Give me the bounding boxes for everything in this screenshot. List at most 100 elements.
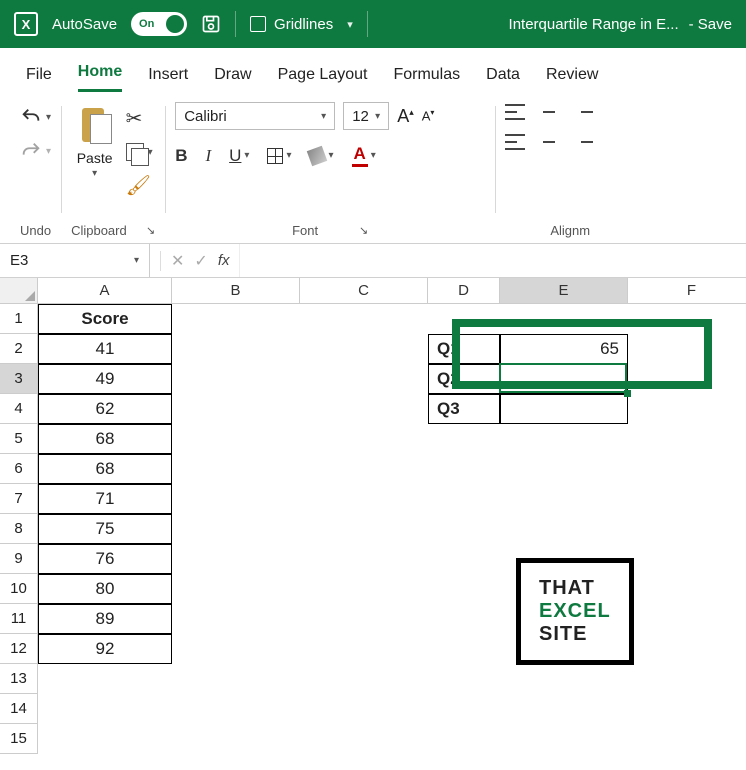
- clipboard-launcher-icon[interactable]: ↘: [146, 224, 155, 237]
- cell-E8[interactable]: [500, 514, 628, 544]
- format-painter-button[interactable]: 🖌: [126, 173, 153, 198]
- cell-F7[interactable]: [628, 484, 746, 514]
- cell-C1[interactable]: [300, 304, 428, 334]
- save-icon[interactable]: [201, 14, 221, 34]
- cell-F6[interactable]: [628, 454, 746, 484]
- cell-A15[interactable]: [38, 724, 172, 754]
- document-title[interactable]: Interquartile Range in E... - Save: [509, 16, 732, 33]
- cell-D8[interactable]: [428, 514, 500, 544]
- cell-B5[interactable]: [172, 424, 300, 454]
- column-header-C[interactable]: C: [300, 278, 428, 304]
- cell-A11[interactable]: 89: [38, 604, 172, 634]
- cell-E15[interactable]: [500, 724, 628, 754]
- gridlines-toggle[interactable]: Gridlines ▾: [250, 16, 353, 33]
- paste-button[interactable]: Paste ▾: [74, 100, 116, 179]
- underline-button[interactable]: U▾: [229, 146, 249, 166]
- formula-input[interactable]: [240, 244, 746, 277]
- tab-formulas[interactable]: Formulas: [393, 66, 460, 92]
- row-header-2[interactable]: 2: [0, 334, 38, 364]
- cell-F13[interactable]: [628, 664, 746, 694]
- cell-A6[interactable]: 68: [38, 454, 172, 484]
- cell-D4[interactable]: Q3: [428, 394, 500, 424]
- cell-F8[interactable]: [628, 514, 746, 544]
- cell-E13[interactable]: [500, 664, 628, 694]
- row-header-6[interactable]: 6: [0, 454, 38, 484]
- row-header-3[interactable]: 3: [0, 364, 38, 394]
- cell-D12[interactable]: [428, 634, 500, 664]
- cell-E1[interactable]: [500, 304, 628, 334]
- cell-C14[interactable]: [300, 694, 428, 724]
- row-header-11[interactable]: 11: [0, 604, 38, 634]
- row-header-4[interactable]: 4: [0, 394, 38, 424]
- align-center-button[interactable]: [539, 134, 559, 150]
- cell-F15[interactable]: [628, 724, 746, 754]
- tab-insert[interactable]: Insert: [148, 66, 188, 92]
- column-header-D[interactable]: D: [428, 278, 500, 304]
- cell-A5[interactable]: 68: [38, 424, 172, 454]
- tab-page-layout[interactable]: Page Layout: [278, 66, 368, 92]
- row-header-7[interactable]: 7: [0, 484, 38, 514]
- cell-D14[interactable]: [428, 694, 500, 724]
- align-middle-button[interactable]: [539, 104, 559, 120]
- row-header-10[interactable]: 10: [0, 574, 38, 604]
- borders-button[interactable]: ▾: [267, 148, 291, 164]
- fill-color-button[interactable]: ▾: [309, 148, 333, 164]
- cell-D11[interactable]: [428, 604, 500, 634]
- cell-D9[interactable]: [428, 544, 500, 574]
- cell-E14[interactable]: [500, 694, 628, 724]
- cell-D10[interactable]: [428, 574, 500, 604]
- row-header-8[interactable]: 8: [0, 514, 38, 544]
- cell-B10[interactable]: [172, 574, 300, 604]
- tab-review[interactable]: Review: [546, 66, 598, 92]
- cell-B12[interactable]: [172, 634, 300, 664]
- cell-A7[interactable]: 71: [38, 484, 172, 514]
- cell-B2[interactable]: [172, 334, 300, 364]
- cell-A9[interactable]: 76: [38, 544, 172, 574]
- cell-F3[interactable]: [628, 364, 746, 394]
- column-header-E[interactable]: E: [500, 278, 628, 304]
- cell-C15[interactable]: [300, 724, 428, 754]
- align-right-button[interactable]: [573, 134, 593, 150]
- cell-D15[interactable]: [428, 724, 500, 754]
- font-name-select[interactable]: Calibri▾: [175, 102, 335, 130]
- worksheet-grid[interactable]: ABCDEF 123456789101112131415 Score414962…: [0, 278, 746, 770]
- redo-button[interactable]: ▾: [20, 140, 51, 162]
- cell-B6[interactable]: [172, 454, 300, 484]
- autosave-toggle[interactable]: On: [131, 12, 187, 36]
- cell-B14[interactable]: [172, 694, 300, 724]
- cell-A2[interactable]: 41: [38, 334, 172, 364]
- row-header-14[interactable]: 14: [0, 694, 38, 724]
- cell-B9[interactable]: [172, 544, 300, 574]
- align-bottom-button[interactable]: [573, 104, 593, 120]
- column-header-F[interactable]: F: [628, 278, 746, 304]
- cell-C8[interactable]: [300, 514, 428, 544]
- cell-A4[interactable]: 62: [38, 394, 172, 424]
- fill-handle[interactable]: [624, 390, 631, 397]
- cell-C13[interactable]: [300, 664, 428, 694]
- font-size-select[interactable]: 12▾: [343, 102, 389, 130]
- cell-C10[interactable]: [300, 574, 428, 604]
- align-left-button[interactable]: [505, 134, 525, 150]
- increase-font-button[interactable]: A▴: [397, 106, 414, 127]
- row-header-12[interactable]: 12: [0, 634, 38, 664]
- bold-button[interactable]: B: [175, 146, 187, 166]
- cell-F12[interactable]: [628, 634, 746, 664]
- fx-icon[interactable]: fx: [218, 252, 230, 269]
- cell-E7[interactable]: [500, 484, 628, 514]
- row-header-5[interactable]: 5: [0, 424, 38, 454]
- cell-D5[interactable]: [428, 424, 500, 454]
- cell-B13[interactable]: [172, 664, 300, 694]
- cut-button[interactable]: ✂: [126, 106, 153, 131]
- row-header-9[interactable]: 9: [0, 544, 38, 574]
- select-all-button[interactable]: [0, 278, 38, 304]
- column-header-A[interactable]: A: [38, 278, 172, 304]
- name-box[interactable]: E3 ▾: [0, 244, 150, 277]
- cell-A12[interactable]: 92: [38, 634, 172, 664]
- cell-B15[interactable]: [172, 724, 300, 754]
- cell-F5[interactable]: [628, 424, 746, 454]
- cell-A14[interactable]: [38, 694, 172, 724]
- cell-D6[interactable]: [428, 454, 500, 484]
- cell-E3[interactable]: [500, 364, 628, 394]
- cell-B8[interactable]: [172, 514, 300, 544]
- cell-F11[interactable]: [628, 604, 746, 634]
